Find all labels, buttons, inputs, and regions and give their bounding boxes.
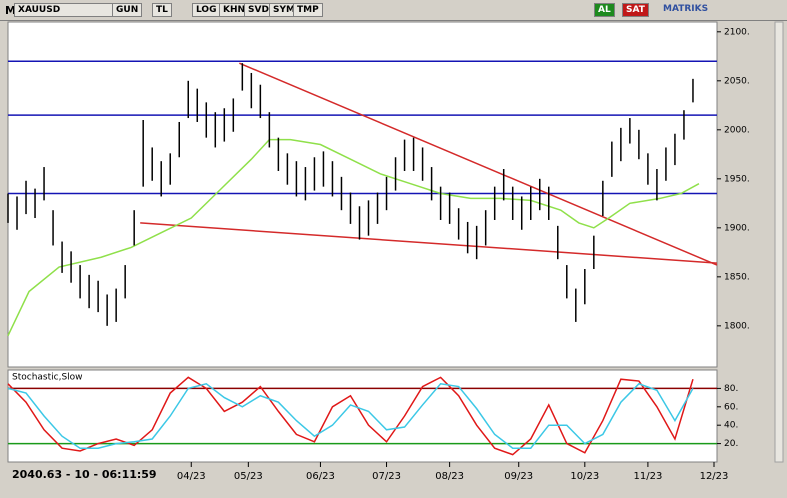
sell-button[interactable]: SAT (622, 3, 649, 17)
x-tick-label: 06/23 (306, 471, 335, 482)
button[interactable]: TL (152, 3, 172, 17)
x-tick-label: 11/23 (633, 471, 662, 482)
y-tick-label: 20. (724, 439, 738, 449)
panel-title: Stochastic,Slow (12, 373, 83, 383)
button[interactable]: TMP (293, 3, 323, 17)
footer (0, 465, 787, 498)
y-tick-label: 60. (724, 402, 738, 412)
y-tick-label: 1800. (724, 321, 750, 331)
y-tick-label: 1850. (724, 272, 750, 282)
y-tick-label: 2050. (724, 76, 750, 86)
status-text: 2040.63 - 10 - 06:11:59 (12, 468, 157, 481)
x-tick-label: 09/23 (504, 471, 533, 482)
x-tick-label: 10/23 (570, 471, 599, 482)
buy-button[interactable]: AL (594, 3, 615, 17)
y-tick-label: 40. (724, 421, 738, 431)
y-tick-label: 1900. (724, 223, 750, 233)
menu[interactable]: M (5, 4, 16, 17)
x-tick-label: 12/23 (700, 471, 729, 482)
y-tick-label: 2000. (724, 125, 750, 135)
y-tick-label: 80. (724, 384, 738, 394)
x-tick-label: 07/23 (372, 471, 401, 482)
moving-average (7, 138, 700, 336)
x-tick-label: 08/23 (435, 471, 464, 482)
stochastic-line (7, 382, 694, 449)
y-tick-label: 1950. (724, 174, 750, 184)
stochastic-line (7, 376, 694, 456)
x-tick-label: 04/23 (177, 471, 206, 482)
y-tick-label: 2100. (724, 27, 750, 37)
scrollbar[interactable] (774, 21, 784, 463)
x-tick-label: 05/23 (234, 471, 263, 482)
price-panel (7, 21, 718, 368)
brand: MATRIKS (663, 4, 709, 14)
trend-line (140, 222, 718, 264)
trend-line (239, 62, 718, 266)
button[interactable]: GUN (112, 3, 143, 17)
toolbar: M XAUUSD GUN TL LOG KHN SVD SYM TMP AL S… (0, 0, 787, 21)
